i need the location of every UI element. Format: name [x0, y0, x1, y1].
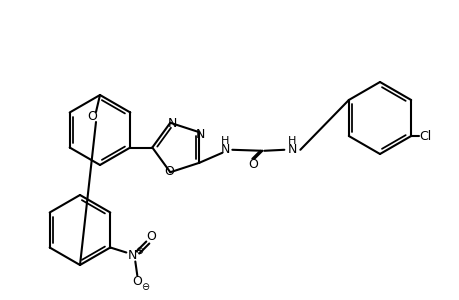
Text: O: O — [164, 165, 174, 178]
Text: N: N — [167, 117, 177, 130]
Text: O: O — [132, 275, 142, 288]
Text: H: H — [287, 136, 296, 146]
Text: H: H — [221, 136, 229, 146]
Text: N: N — [220, 143, 230, 156]
Text: N: N — [195, 128, 205, 141]
Text: O: O — [146, 230, 156, 243]
Text: O: O — [248, 158, 257, 171]
Text: ⊖: ⊖ — [141, 281, 149, 292]
Text: O: O — [87, 110, 97, 124]
Text: N: N — [127, 249, 137, 262]
Text: ⊕: ⊕ — [135, 247, 143, 256]
Text: Cl: Cl — [418, 130, 431, 142]
Text: N: N — [287, 143, 297, 156]
